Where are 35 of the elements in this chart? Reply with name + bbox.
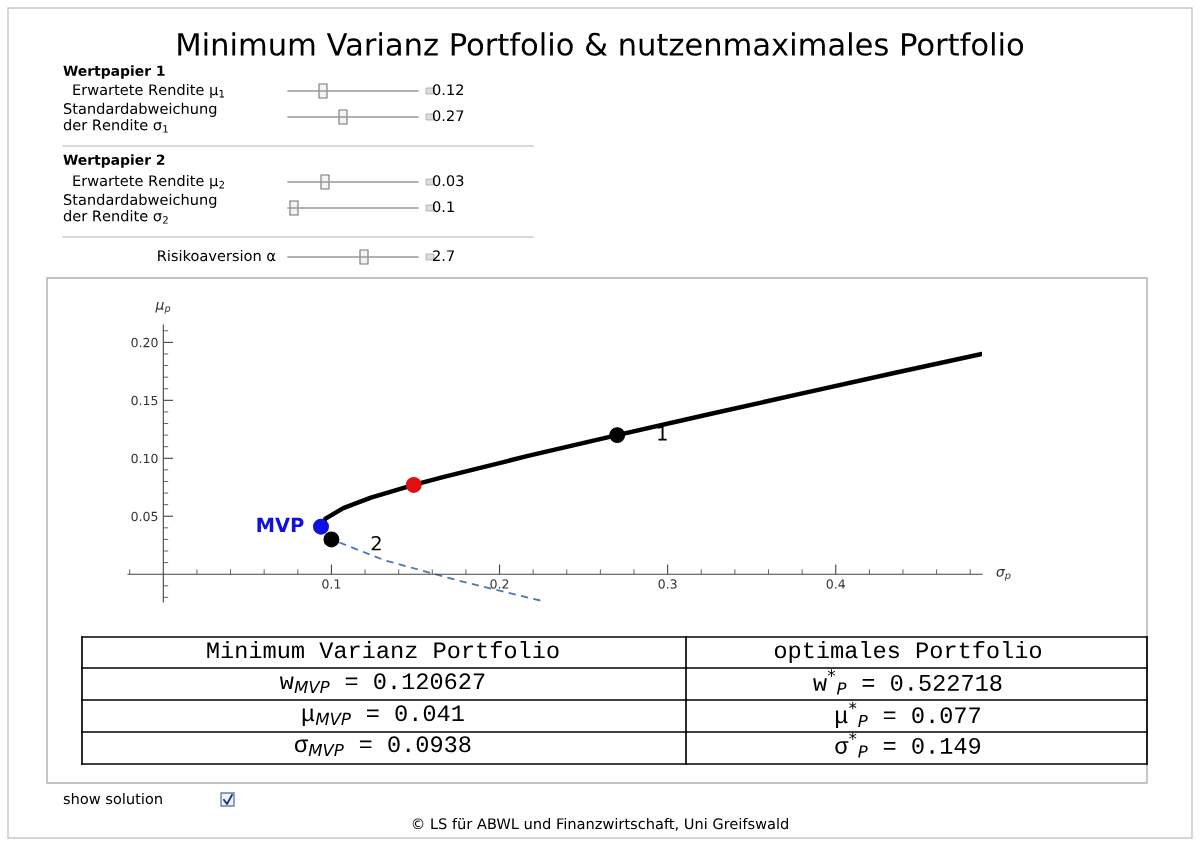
text: σ$^{*}$$_{P}$ = 0.149 [835,732,981,758]
text: 2.7 [433,250,454,262]
annotation: 2 [371,535,381,551]
y-tick-label: 0.10 [131,453,158,464]
text: Standardabweichung der Rendite σ$_{2}$ [63,193,217,224]
x-tick-label: 0.2 [490,579,509,589]
text: optimales Portfolio [774,640,1042,663]
text: Standardabweichung der Rendite σ$_{1}$ [63,102,217,133]
x-tick-label: 0.3 [658,579,677,589]
text: μ$_{MVP}$ = 0.041 [302,705,464,726]
text: w$_{MVP}$ = 0.120627 [279,673,485,693]
y-axis-title: μ$_{p}$ [155,301,171,314]
text: Erwartete Rendite μ$_{1}$ [73,83,225,99]
text: Minimum Varianz Portfolio [207,640,559,659]
y-tick-label: 0.05 [131,511,158,522]
text: σ$_{MVP}$ = 0.0938 [294,736,471,756]
text: 0.27 [432,110,464,122]
y-tick-label: 0.15 [131,395,158,406]
text: © LS für ABWL und Finanzwirtschaft, Uni Greifswald [412,817,788,831]
text: Erwartete Rendite μ$_{2}$ [73,174,224,190]
text: Risikoaversion α [158,249,276,262]
chart-title: Minimum Varianz Portfolio & nutzenmaximales Portfolio [178,32,1024,56]
text: Wertpapier 1 [63,65,165,79]
text: show solution [63,792,162,805]
text: μ$^{*}$$_{P}$ = 0.077 [836,701,980,728]
text: 0.12 [432,84,464,96]
text: 0.1 [432,201,454,213]
text: 0.03 [432,175,464,187]
text: w$^{*}$$_{P}$ = 0.522718 [813,669,1002,695]
x-tick-label: 0.4 [826,579,845,589]
x-axis-title: σ$_{p}$ [996,568,1011,581]
annotation: MVP [257,517,304,533]
text: Wertpapier 2 [63,154,165,168]
y-tick-label: 0.20 [131,337,158,348]
x-tick-label: 0.1 [322,579,341,589]
